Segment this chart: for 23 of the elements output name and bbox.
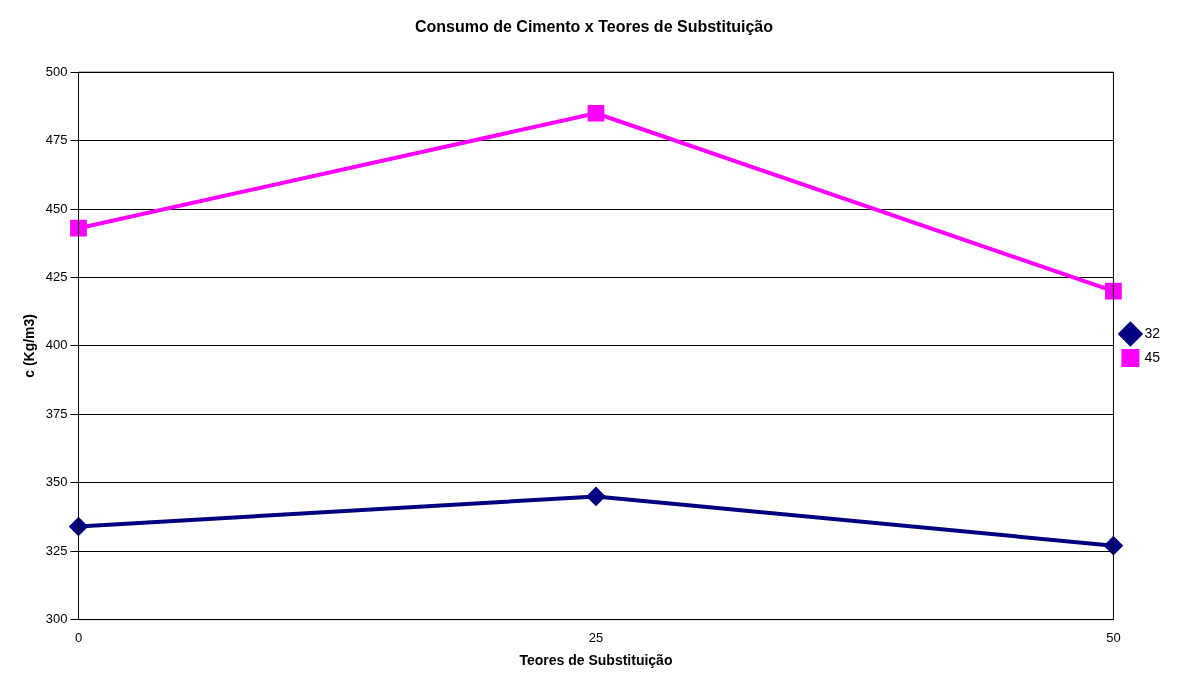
chart-title: Consumo de Cimento x Teores de Substituição xyxy=(415,18,774,36)
y-tick-label: 425 xyxy=(45,269,68,285)
y-tick-label: 450 xyxy=(45,200,68,216)
point xyxy=(1104,536,1123,555)
x-tick-label: 50 xyxy=(1106,629,1121,645)
point xyxy=(70,219,87,237)
x-tick-label: 0 xyxy=(74,629,83,645)
y-tick-label: 475 xyxy=(45,132,68,148)
y-tick-label: 300 xyxy=(45,611,68,627)
y-axis-title: c (Kg/m3) xyxy=(21,314,38,378)
point xyxy=(1105,282,1122,300)
point xyxy=(587,104,605,122)
x-tick-label: 25 xyxy=(588,629,604,645)
point xyxy=(69,517,88,536)
legend-label: 45 xyxy=(1144,348,1161,365)
y-tick-label: 325 xyxy=(45,542,68,558)
y-tick-label: 375 xyxy=(45,405,68,421)
legend-label: 32 xyxy=(1144,324,1161,341)
y-tick-label: 500 xyxy=(45,63,68,79)
y-tick-label: 350 xyxy=(45,474,68,490)
y-tick-label: 400 xyxy=(45,337,68,353)
point xyxy=(586,487,605,506)
x-axis-title: Teores de Substituição xyxy=(519,652,673,669)
